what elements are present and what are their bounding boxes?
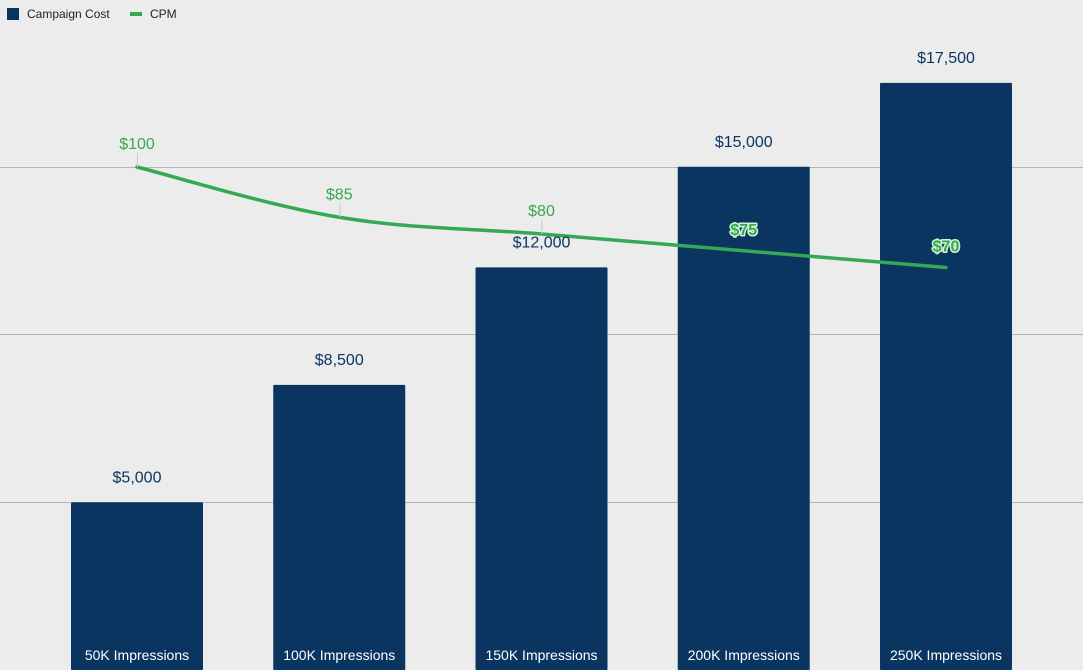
cpm-value-label: $75 <box>730 222 757 239</box>
bar-campaign-cost <box>273 384 406 670</box>
cpm-point <box>742 249 746 253</box>
bar-campaign-cost <box>475 267 608 670</box>
legend-label-cpm: CPM <box>150 7 177 21</box>
bar-value-label: $12,000 <box>513 234 571 251</box>
category-label: 150K Impressions <box>485 647 597 663</box>
bar-value-label: $8,500 <box>315 352 364 369</box>
bar-value-label: $15,000 <box>715 134 773 151</box>
category-label: 100K Impressions <box>283 647 395 663</box>
cpm-value-label: $100 <box>119 136 155 153</box>
cpm-value-label: $70 <box>933 239 960 256</box>
bar-campaign-cost <box>677 166 810 670</box>
legend: Campaign Cost CPM <box>7 7 177 21</box>
category-label: 50K Impressions <box>85 647 189 663</box>
category-label: 250K Impressions <box>890 647 1002 663</box>
category-label: 200K Impressions <box>688 647 800 663</box>
cpm-value-label: $85 <box>326 186 353 203</box>
bar-value-label: $17,500 <box>917 50 975 67</box>
legend-swatch-campaign-cost <box>7 8 19 20</box>
bar-campaign-cost <box>880 82 1012 670</box>
cpm-point <box>944 266 948 269</box>
legend-label-campaign-cost: Campaign Cost <box>27 7 110 21</box>
bar-series <box>71 82 1012 670</box>
data-labels: $5,000 50K Impressions $8,500 100K Impressi… <box>85 50 1002 663</box>
cpm-value-label: $80 <box>528 203 555 220</box>
bar-value-label: $5,000 <box>113 469 162 486</box>
bar-campaign-cost <box>71 502 203 670</box>
